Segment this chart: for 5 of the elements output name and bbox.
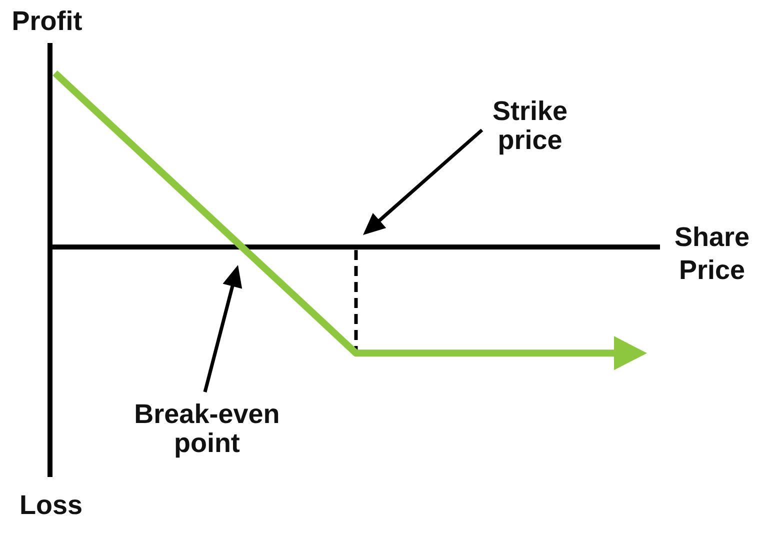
x-axis-title: Share Price bbox=[674, 222, 750, 285]
text: Break-even point bbox=[134, 399, 280, 458]
y-axis-title: Profit bbox=[12, 6, 82, 36]
annotation: Strike price bbox=[492, 96, 568, 155]
text: Loss bbox=[19, 490, 83, 520]
